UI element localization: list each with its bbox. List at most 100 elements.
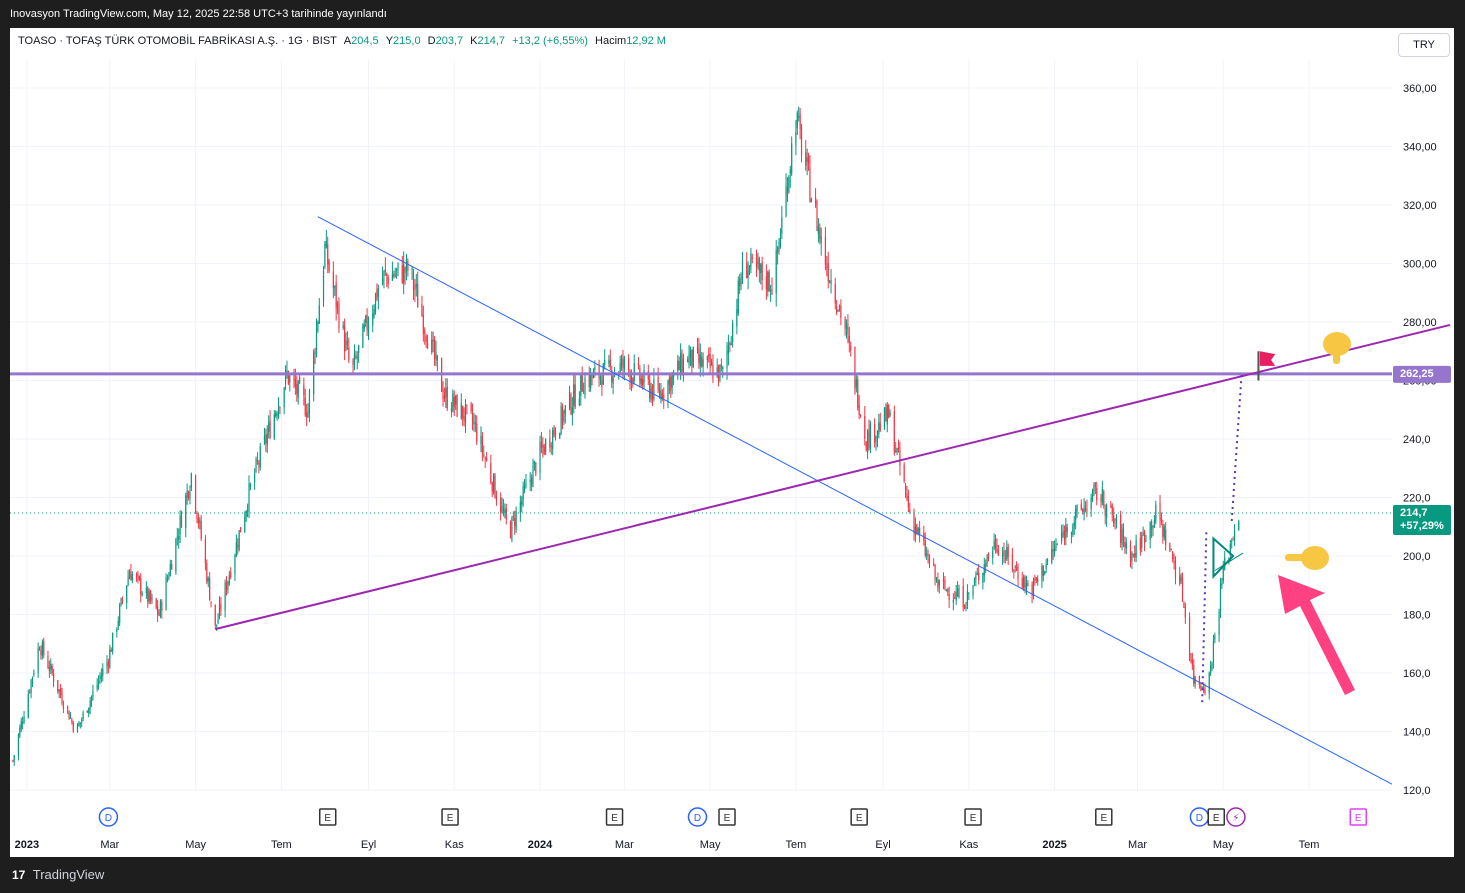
candle-body: [96, 684, 98, 689]
candle-body: [909, 509, 911, 512]
candle-body: [466, 404, 468, 406]
candle: [19, 724, 21, 739]
candle: [514, 510, 516, 535]
candle: [235, 534, 237, 558]
candle: [60, 684, 62, 699]
candle-body: [137, 574, 139, 576]
candle-body: [758, 258, 760, 272]
candle-body: [165, 577, 167, 611]
candle: [758, 256, 760, 283]
candle: [1035, 576, 1037, 584]
candle-body: [826, 266, 828, 268]
candle: [1072, 523, 1074, 537]
candle: [317, 320, 319, 334]
candle-body: [138, 576, 140, 580]
candle: [992, 546, 994, 565]
candle-body: [886, 404, 888, 425]
candle: [397, 262, 399, 276]
candle: [372, 304, 374, 333]
candle-body: [878, 421, 880, 435]
candle: [78, 720, 80, 727]
candle-body: [1042, 566, 1044, 577]
candle: [1190, 653, 1192, 664]
candle: [96, 678, 98, 692]
candle: [1101, 480, 1103, 506]
candle: [307, 403, 309, 418]
candle-body: [722, 367, 724, 369]
candle-body: [866, 431, 869, 453]
candle-body: [649, 379, 651, 398]
candle-body: [480, 436, 482, 445]
event-markers: D E E E D E E E E D E ⚡ E: [98, 807, 1368, 827]
candle-body: [924, 540, 926, 556]
candle: [975, 571, 977, 587]
candle-body: [1129, 544, 1132, 563]
candle: [394, 267, 396, 278]
candle-body: [287, 371, 289, 384]
candle: [82, 710, 84, 722]
candle-body: [68, 710, 70, 720]
candle: [404, 266, 406, 285]
candle-body: [563, 410, 565, 422]
candle-body: [1145, 539, 1147, 542]
candle-body: [806, 157, 808, 162]
candle: [20, 717, 22, 733]
candle-body: [476, 423, 478, 443]
candle-body: [965, 606, 967, 609]
candle-body: [1034, 578, 1036, 581]
candle-body: [178, 536, 180, 540]
footer-brand[interactable]: TradingView: [32, 867, 105, 882]
candle: [985, 559, 987, 574]
candle-body: [837, 310, 839, 312]
marker-earnings: E: [850, 808, 868, 826]
candle-body: [494, 476, 496, 499]
candle: [190, 472, 192, 492]
candle: [41, 639, 43, 660]
marker-label: ⚡: [1232, 813, 1239, 824]
hand-finger: [1285, 554, 1307, 561]
candle-body: [23, 717, 25, 723]
candle: [827, 251, 829, 289]
candle: [501, 497, 503, 514]
candle: [1061, 524, 1063, 545]
x-tick-label: Kas: [959, 839, 978, 851]
candle: [502, 498, 505, 517]
candle-body: [889, 412, 891, 416]
candle-body: [599, 376, 602, 380]
candle: [1152, 525, 1154, 537]
candle-body: [352, 359, 354, 365]
candle-body: [237, 544, 239, 547]
candle-body: [1152, 526, 1154, 528]
candle-body: [460, 403, 462, 419]
earnings-box: [318, 808, 337, 826]
candle-body: [584, 377, 586, 396]
candle-body: [299, 377, 301, 384]
dividend-circle: [687, 807, 708, 827]
candle: [90, 695, 93, 707]
candle: [1142, 526, 1144, 537]
currency-button[interactable]: TRY: [1398, 33, 1450, 57]
candle: [578, 391, 580, 407]
candle: [481, 432, 483, 462]
candle: [460, 393, 462, 421]
candle-body: [216, 624, 218, 626]
candle: [670, 375, 672, 398]
candle-body: [218, 603, 221, 618]
candle: [819, 223, 821, 245]
candle: [583, 382, 585, 394]
candle: [13, 754, 15, 766]
candle: [227, 580, 229, 594]
candle: [1232, 536, 1234, 541]
candle-body: [269, 420, 271, 439]
candle-body: [1191, 659, 1193, 666]
candle-body: [304, 397, 306, 416]
candle: [1093, 482, 1095, 497]
candle-body: [1083, 507, 1085, 515]
candle-body: [431, 339, 433, 353]
candle: [276, 410, 278, 421]
candle: [608, 354, 610, 368]
candle: [455, 395, 457, 410]
candle: [490, 454, 492, 485]
candle-body: [433, 339, 436, 359]
